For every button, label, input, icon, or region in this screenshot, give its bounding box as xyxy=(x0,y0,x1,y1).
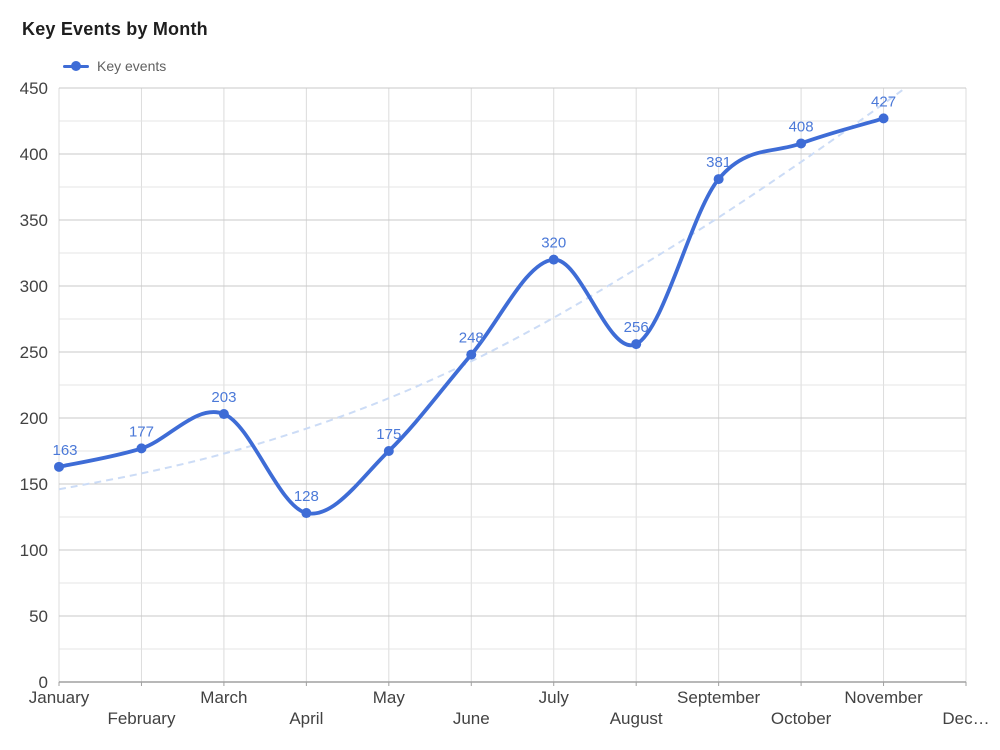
y-axis-tick-label: 150 xyxy=(20,475,48,494)
x-axis-tick-label: June xyxy=(453,709,490,728)
x-axis-tick-label: July xyxy=(539,688,570,707)
trendline-path xyxy=(59,88,907,491)
x-axis-tick-label: January xyxy=(29,688,90,707)
y-axis-tick-label: 100 xyxy=(20,541,48,560)
legend-item-key-events[interactable]: Key events xyxy=(63,58,166,74)
x-axis-tick-label: April xyxy=(289,709,323,728)
x-axis-ticks xyxy=(58,682,967,686)
data-point[interactable] xyxy=(466,349,477,360)
data-point-label: 175 xyxy=(376,426,401,443)
chart-title: Key Events by Month xyxy=(22,19,208,39)
minor-gridlines xyxy=(59,120,966,650)
x-axis-tick-label: May xyxy=(373,688,406,707)
y-axis-tick-label: 350 xyxy=(20,211,48,230)
major-gridlines xyxy=(59,87,966,617)
data-point-label: 177 xyxy=(129,423,154,440)
data-point-label: 163 xyxy=(52,442,77,459)
data-point[interactable] xyxy=(136,443,147,454)
data-point-label: 256 xyxy=(624,319,649,336)
data-point[interactable] xyxy=(54,461,64,472)
data-point-label: 408 xyxy=(789,118,814,135)
data-point-label: 203 xyxy=(211,389,236,406)
x-axis-tick-label: March xyxy=(200,688,247,707)
data-point[interactable] xyxy=(301,508,312,519)
y-axis-labels: 0 50 100 150 200 250 300 350 400 450 xyxy=(20,79,48,692)
data-point[interactable] xyxy=(218,409,229,420)
x-axis-tick-label: Dec… xyxy=(942,709,989,728)
y-axis-tick-label: 300 xyxy=(20,277,48,296)
data-point[interactable] xyxy=(878,113,889,124)
data-point[interactable] xyxy=(548,254,559,265)
data-point[interactable] xyxy=(383,446,394,456)
legend-label: Key events xyxy=(97,58,167,74)
data-point[interactable] xyxy=(713,174,724,185)
y-axis-tick-label: 200 xyxy=(20,409,48,428)
x-axis-tick-label: August xyxy=(610,709,663,728)
data-points: 163 177 203 128 175 248 320 256 381 408 427 xyxy=(52,93,896,519)
data-point-label: 320 xyxy=(541,235,566,252)
data-point-label: 248 xyxy=(459,330,484,347)
data-point-label: 381 xyxy=(706,154,731,171)
series-line xyxy=(57,116,886,516)
data-point-label: 128 xyxy=(294,488,319,505)
y-axis-tick-label: 0 xyxy=(39,673,48,692)
y-axis-tick-label: 400 xyxy=(20,145,48,164)
data-point[interactable] xyxy=(796,138,807,149)
y-axis-tick-label: 450 xyxy=(20,79,48,98)
data-point[interactable] xyxy=(631,339,642,350)
x-axis-tick-label: February xyxy=(107,709,176,728)
legend-dot-icon xyxy=(71,61,81,71)
x-axis-tick-label: November xyxy=(844,688,923,707)
y-axis-tick-label: 50 xyxy=(29,607,48,626)
y-axis-tick-label: 250 xyxy=(20,343,48,362)
x-axis-tick-label: September xyxy=(677,688,760,707)
data-point-label: 427 xyxy=(871,93,896,110)
legend-series-marker-icon xyxy=(63,58,89,74)
x-axis-tick-label: October xyxy=(771,709,832,728)
x-axis-labels: January February March April May June July Augu… xyxy=(29,688,990,728)
